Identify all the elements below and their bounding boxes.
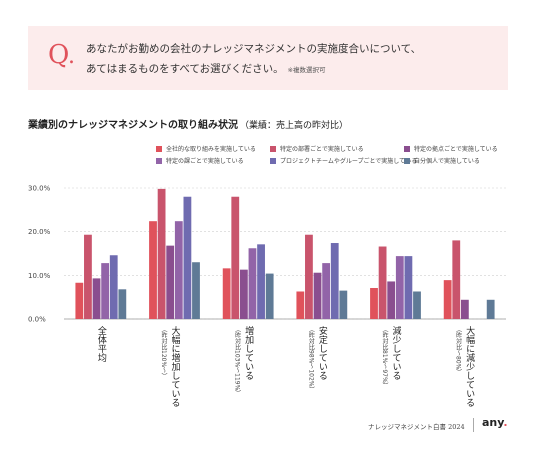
x-category-label: 大幅に減少している: [464, 325, 475, 407]
legend-swatch: [270, 158, 276, 164]
bar: [330, 243, 339, 319]
legend-item: 全社的な取り組みを実施している: [156, 145, 256, 155]
legend-label: 特定の課ごとで実施している: [166, 158, 244, 165]
brand-logo-text: any: [482, 416, 504, 429]
y-tick-label: 30.0%: [28, 185, 51, 193]
bar: [257, 244, 265, 319]
y-tick-label: 20.0%: [28, 228, 51, 236]
bar: [460, 299, 469, 319]
bar: [101, 263, 110, 319]
question-text-line1: あなたがお勤めの会社のナレッジマネジメントの実施度合いについて、: [86, 43, 422, 55]
legend-item: 特定の部署ごとで実施している: [270, 145, 364, 155]
question-text-line2-body: あてはまるものをすべてお選びください。: [86, 63, 284, 75]
footer-publication: ナレッジマネジメント白書 2024: [368, 423, 465, 431]
legend-swatch: [404, 146, 410, 152]
bar: [378, 246, 387, 319]
y-tick-label: 0.0%: [28, 316, 46, 324]
question-text-line2: あてはまるものをすべてお選びください。 ※複数選択可: [86, 61, 326, 76]
x-category-sublabel: （昨対比81%～97%）: [381, 326, 388, 389]
legend-item: プロジェクトチームやグループごとで実施している: [270, 157, 417, 167]
bar: [404, 256, 413, 319]
bar: [192, 262, 200, 319]
legend-label: 特定の拠点ごとで実施している: [414, 146, 498, 153]
bar: [118, 289, 127, 319]
legend-item: 特定の課ごとで実施している: [156, 157, 244, 167]
question-mark-dot: .: [68, 44, 75, 69]
bar: [395, 256, 404, 319]
legend-swatch: [156, 158, 162, 164]
legend-item: 特定の拠点ごとで実施している: [404, 145, 498, 155]
x-category-label: 全体平均: [96, 325, 107, 363]
chart-legend: 全社的な取り組みを実施している 特定の部署ごとで実施している 特定の拠点ごとで実施し…: [156, 145, 526, 171]
bar: [149, 221, 157, 319]
bar: [166, 245, 175, 319]
bar: [183, 196, 192, 319]
bar: [222, 268, 231, 319]
bar: [339, 290, 348, 319]
bar: [239, 269, 248, 319]
legend-label: 特定の部署ごとで実施している: [280, 146, 364, 153]
x-category-sublabel: （昨対比103%～119%）: [234, 326, 241, 396]
brand-logo: any.: [482, 416, 508, 429]
chart-subtitle: （業績：売上高の昨対比）: [240, 121, 349, 131]
bar: [322, 263, 331, 319]
x-category-label: 安定している: [317, 325, 328, 380]
bar: [486, 299, 495, 319]
chart-title: 業績別のナレッジマネジメントの取り組み状況 （業績：売上高の昨対比）: [28, 116, 348, 131]
bar: [313, 272, 322, 319]
x-category-label: 減少している: [391, 325, 402, 380]
bar: [248, 248, 257, 319]
question-mark-label: Q: [48, 40, 70, 70]
bar: [443, 280, 452, 319]
legend-swatch: [270, 146, 276, 152]
bar: [265, 273, 274, 319]
chart-title-text: 業績別のナレッジマネジメントの取り組み状況: [28, 120, 238, 131]
bar: [109, 255, 118, 319]
legend-label: 自分個人で実施している: [414, 158, 480, 165]
bar: [452, 240, 461, 319]
x-category-label: 大幅に増加している: [170, 325, 181, 407]
bar: [296, 291, 305, 319]
legend-swatch: [404, 158, 410, 164]
y-tick-label: 10.0%: [28, 272, 51, 280]
bar: [231, 196, 240, 319]
bar: [370, 287, 378, 319]
x-category-sublabel: （昨対比98%～102%）: [307, 326, 314, 393]
footer-divider: [473, 418, 474, 432]
question-note: ※複数選択可: [287, 66, 326, 74]
x-category-sublabel: （昨対比～80%）: [455, 326, 462, 375]
bar: [174, 221, 183, 319]
legend-swatch: [156, 146, 162, 152]
bar: [305, 234, 313, 319]
bar: [387, 281, 396, 319]
x-category-label: 増加している: [243, 325, 254, 380]
brand-logo-dot: .: [503, 416, 508, 429]
bar: [92, 278, 101, 319]
bar: [157, 188, 166, 319]
legend-label: 全社的な取り組みを実施している: [166, 146, 256, 153]
question-box: Q . あなたがお勤めの会社のナレッジマネジメントの実施度合いについて、 あては…: [28, 26, 508, 90]
bar: [84, 234, 92, 319]
x-category-sublabel: （昨対比120%～）: [160, 326, 167, 379]
bar: [75, 282, 84, 319]
legend-item: 自分個人で実施している: [404, 157, 480, 167]
legend-label: プロジェクトチームやグループごとで実施している: [280, 158, 418, 165]
bar: [413, 291, 421, 319]
